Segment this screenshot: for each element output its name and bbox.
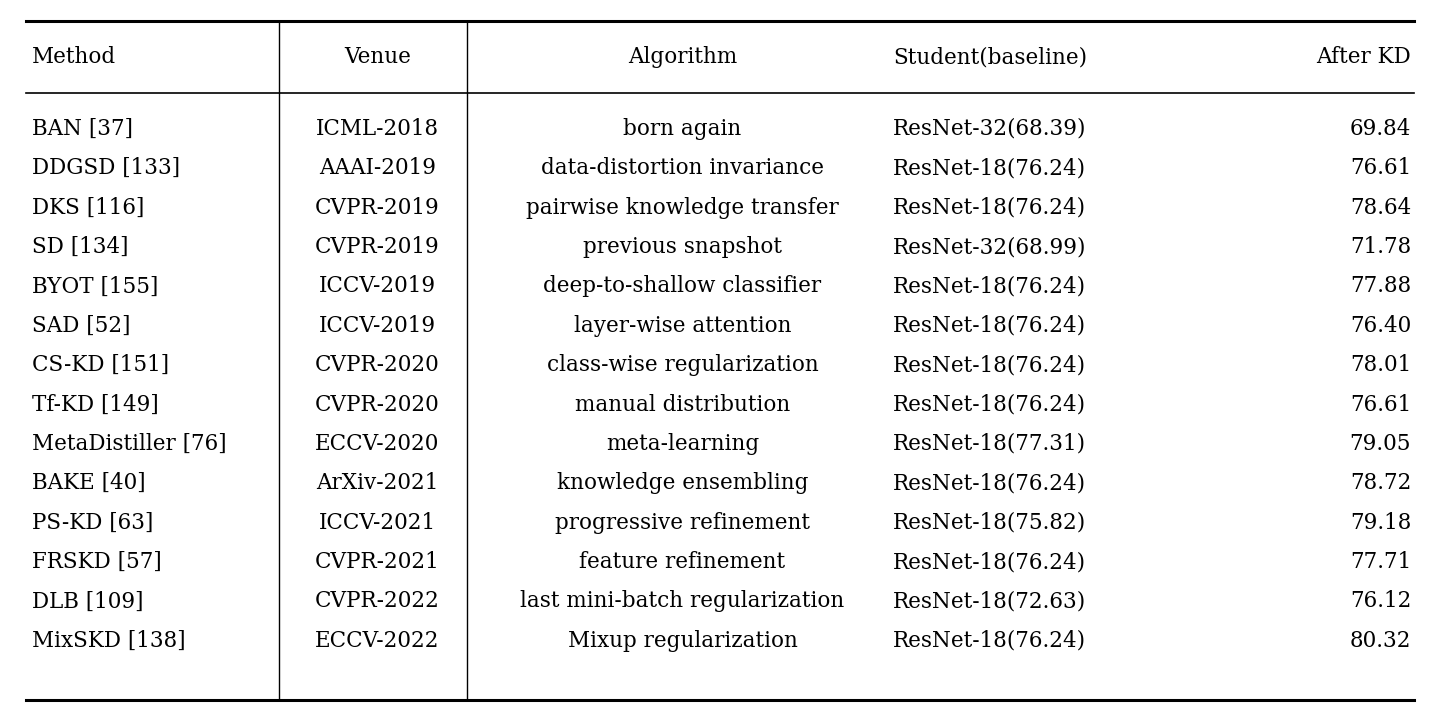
Text: MixSKD [138]: MixSKD [138]: [32, 630, 186, 652]
Text: BAN [37]: BAN [37]: [32, 118, 132, 140]
Text: 76.61: 76.61: [1349, 158, 1411, 179]
Text: Venue: Venue: [344, 47, 410, 68]
Text: CS-KD [151]: CS-KD [151]: [32, 354, 168, 376]
Text: 78.72: 78.72: [1349, 473, 1411, 494]
Text: CVPR-2022: CVPR-2022: [315, 591, 439, 612]
Text: ResNet-18(76.24): ResNet-18(76.24): [893, 315, 1086, 337]
Text: ResNet-18(76.24): ResNet-18(76.24): [893, 630, 1086, 652]
Text: feature refinement: feature refinement: [579, 551, 786, 573]
Text: CVPR-2021: CVPR-2021: [315, 551, 439, 573]
Text: ResNet-18(76.24): ResNet-18(76.24): [893, 197, 1086, 218]
Text: ICCV-2019: ICCV-2019: [318, 315, 436, 337]
Text: 78.01: 78.01: [1349, 354, 1411, 376]
Text: 76.40: 76.40: [1349, 315, 1411, 337]
Text: 71.78: 71.78: [1349, 236, 1411, 258]
Text: 77.88: 77.88: [1349, 276, 1411, 297]
Text: meta-learning: meta-learning: [606, 433, 759, 455]
Text: 76.61: 76.61: [1349, 394, 1411, 415]
Text: SD [134]: SD [134]: [32, 236, 128, 258]
Text: BYOT [155]: BYOT [155]: [32, 276, 158, 297]
Text: data-distortion invariance: data-distortion invariance: [541, 158, 824, 179]
Text: Tf-KD [149]: Tf-KD [149]: [32, 394, 158, 415]
Text: FRSKD [57]: FRSKD [57]: [32, 551, 161, 573]
Text: ResNet-18(76.24): ResNet-18(76.24): [893, 158, 1086, 179]
Text: DKS [116]: DKS [116]: [32, 197, 144, 218]
Text: 80.32: 80.32: [1349, 630, 1411, 652]
Text: 77.71: 77.71: [1349, 551, 1411, 573]
Text: DDGSD [133]: DDGSD [133]: [32, 158, 180, 179]
Text: ResNet-18(76.24): ResNet-18(76.24): [893, 473, 1086, 494]
Text: last mini-batch regularization: last mini-batch regularization: [520, 591, 845, 612]
Text: ResNet-18(76.24): ResNet-18(76.24): [893, 551, 1086, 573]
Text: ResNet-18(76.24): ResNet-18(76.24): [893, 394, 1086, 415]
Text: ResNet-18(72.63): ResNet-18(72.63): [893, 591, 1086, 612]
Text: layer-wise attention: layer-wise attention: [573, 315, 792, 337]
Text: CVPR-2020: CVPR-2020: [315, 354, 439, 376]
Text: class-wise regularization: class-wise regularization: [547, 354, 818, 376]
Text: CVPR-2020: CVPR-2020: [315, 394, 439, 415]
Text: progressive refinement: progressive refinement: [554, 512, 811, 533]
Text: 78.64: 78.64: [1349, 197, 1411, 218]
Text: CVPR-2019: CVPR-2019: [315, 197, 439, 218]
Text: MetaDistiller [76]: MetaDistiller [76]: [32, 433, 226, 455]
Text: ICCV-2021: ICCV-2021: [318, 512, 436, 533]
Text: After KD: After KD: [1316, 47, 1411, 68]
Text: AAAI-2019: AAAI-2019: [318, 158, 436, 179]
Text: ResNet-18(75.82): ResNet-18(75.82): [893, 512, 1086, 533]
Text: Mixup regularization: Mixup regularization: [567, 630, 798, 652]
Text: BAKE [40]: BAKE [40]: [32, 473, 145, 494]
Text: ICCV-2019: ICCV-2019: [318, 276, 436, 297]
Text: ResNet-32(68.39): ResNet-32(68.39): [893, 118, 1086, 140]
Text: 79.05: 79.05: [1349, 433, 1411, 455]
Text: Method: Method: [32, 47, 115, 68]
Text: born again: born again: [624, 118, 742, 140]
Text: pairwise knowledge transfer: pairwise knowledge transfer: [526, 197, 840, 218]
Text: previous snapshot: previous snapshot: [583, 236, 782, 258]
Text: ECCV-2020: ECCV-2020: [315, 433, 439, 455]
Text: ResNet-18(76.24): ResNet-18(76.24): [893, 354, 1086, 376]
Text: ResNet-18(76.24): ResNet-18(76.24): [893, 276, 1086, 297]
Text: ECCV-2022: ECCV-2022: [315, 630, 439, 652]
Text: deep-to-shallow classifier: deep-to-shallow classifier: [543, 276, 822, 297]
Text: DLB [109]: DLB [109]: [32, 591, 143, 612]
Text: 69.84: 69.84: [1349, 118, 1411, 140]
Text: SAD [52]: SAD [52]: [32, 315, 130, 337]
Text: ArXiv-2021: ArXiv-2021: [317, 473, 438, 494]
Text: 76.12: 76.12: [1349, 591, 1411, 612]
Text: manual distribution: manual distribution: [575, 394, 791, 415]
Text: 79.18: 79.18: [1349, 512, 1411, 533]
Text: ICML-2018: ICML-2018: [315, 118, 439, 140]
Text: Algorithm: Algorithm: [628, 47, 737, 68]
Text: CVPR-2019: CVPR-2019: [315, 236, 439, 258]
Text: ResNet-18(77.31): ResNet-18(77.31): [893, 433, 1086, 455]
Text: knowledge ensembling: knowledge ensembling: [557, 473, 808, 494]
Text: ResNet-32(68.99): ResNet-32(68.99): [893, 236, 1086, 258]
Text: Student(baseline): Student(baseline): [893, 47, 1087, 68]
Text: PS-KD [63]: PS-KD [63]: [32, 512, 153, 533]
